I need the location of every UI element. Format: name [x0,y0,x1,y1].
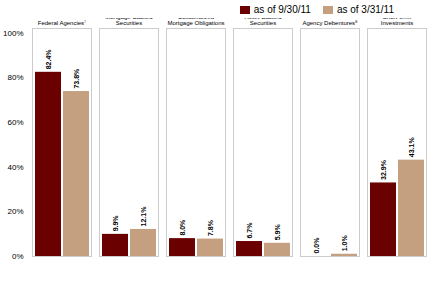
svg-text:80%: 80% [7,73,23,82]
svg-text:1.0%: 1.0% [341,235,348,252]
svg-text:0%: 0% [12,252,24,261]
html-text:as of 9/30/11: as of 9/30/11 [253,3,311,15]
svg-text:CollateralizedMortgage Obligat: CollateralizedMortgage Obligations [167,18,224,26]
svg-text:73.8%: 73.8% [73,68,80,89]
svg-text:60%: 60% [7,118,23,127]
svg-text:Short-termInvestments: Short-termInvestments [381,18,413,26]
svg-text:Asset-BackedSecurities: Asset-BackedSecurities [244,18,281,26]
svg-text:32.9%: 32.9% [380,159,387,180]
svg-text:Agency Debentures⁸: Agency Debentures⁸ [302,20,358,26]
svg-text:43.1%: 43.1% [408,137,415,158]
svg-text:6.7%: 6.7% [246,222,253,239]
svg-text:5.9%: 5.9% [274,224,281,241]
svg-text:CommercialMortgage-BackedSecur: CommercialMortgage-BackedSecurities [105,18,152,26]
svg-text:12.1%: 12.1% [140,206,147,227]
svg-text:0.0%: 0.0% [313,237,320,254]
svg-text:100%: 100% [3,29,23,38]
svg-text:82.4%: 82.4% [45,49,52,70]
svg-text:40%: 40% [7,163,23,172]
svg-text:9.9%: 9.9% [112,215,119,232]
svg-text:8.0%: 8.0% [179,219,186,236]
svg-text:7.8%: 7.8% [207,219,214,236]
svg-text:20%: 20% [7,207,23,216]
svg-text:Federal Agencies⁷: Federal Agencies⁷ [38,20,87,26]
html-text:as of 3/31/11: as of 3/31/11 [336,3,394,15]
